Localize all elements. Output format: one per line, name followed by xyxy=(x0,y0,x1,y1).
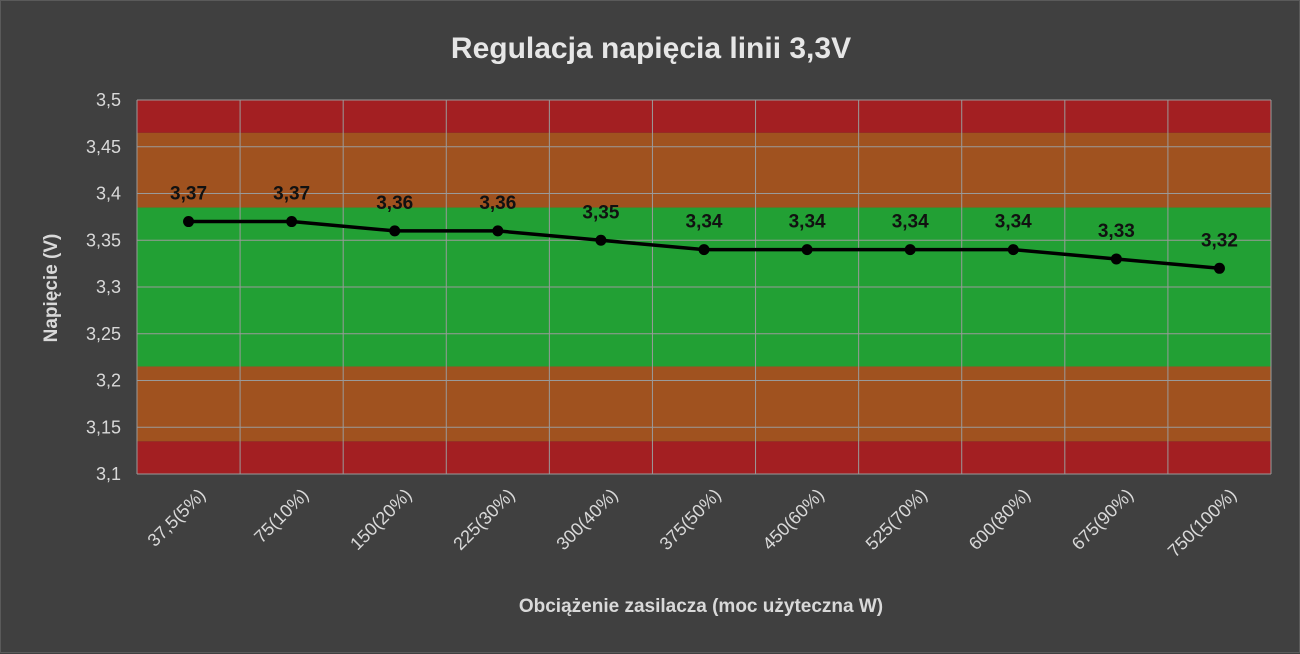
data-label: 3,34 xyxy=(686,212,723,233)
y-tick-label: 3,15 xyxy=(86,417,121,437)
data-label: 3,33 xyxy=(1098,221,1135,242)
x-tick-label: 450(60%) xyxy=(759,485,828,554)
data-point xyxy=(389,225,401,237)
data-point xyxy=(492,225,504,237)
y-axis-title: Napięcie (V) xyxy=(41,234,62,343)
data-point xyxy=(286,216,298,228)
band-3 xyxy=(137,132,1271,208)
y-tick-label: 3,35 xyxy=(86,230,121,250)
data-point xyxy=(183,216,195,228)
data-label: 3,37 xyxy=(273,184,310,205)
x-axis-ticks: 37,5(5%) 75(10%) 150(20%) 225(30%) 300(40%) 3… xyxy=(144,485,1241,561)
x-axis-title: Obciążenie zasilacza (moc użyteczna W) xyxy=(519,596,883,617)
y-tick-label: 3,5 xyxy=(96,90,121,110)
x-tick-label: 300(40%) xyxy=(552,485,621,554)
x-tick-label: 375(50%) xyxy=(655,485,724,554)
gridlines xyxy=(136,99,1272,475)
x-tick-label: 600(80%) xyxy=(965,485,1034,554)
x-tick-label: 37,5(5%) xyxy=(144,485,210,551)
data-label: 3,34 xyxy=(789,212,826,233)
data-label: 3,34 xyxy=(995,212,1032,233)
y-axis-ticks: 3,1 3,15 3,2 3,25 3,3 3,35 3,4 3,45 3,5 xyxy=(86,90,121,484)
x-tick-label: 750(100%) xyxy=(1164,485,1240,561)
data-label: 3,36 xyxy=(376,193,413,214)
data-label: 3,34 xyxy=(892,212,929,233)
data-label: 3,37 xyxy=(170,184,207,205)
data-label: 3,35 xyxy=(582,202,619,223)
y-tick-label: 3,3 xyxy=(96,277,121,297)
x-tick-label: 225(30%) xyxy=(449,485,518,554)
series-group xyxy=(183,216,1225,274)
data-point xyxy=(1213,262,1225,274)
x-tick-label: 525(70%) xyxy=(862,485,931,554)
y-tick-label: 3,4 xyxy=(96,184,121,204)
data-point xyxy=(595,234,607,246)
data-label: 3,36 xyxy=(479,193,516,214)
data-label: 3,32 xyxy=(1201,230,1238,251)
x-tick-label: 675(90%) xyxy=(1068,485,1137,554)
y-tick-label: 3,2 xyxy=(96,371,121,391)
data-point xyxy=(904,244,916,256)
data-point xyxy=(801,244,813,256)
data-point xyxy=(1110,253,1122,265)
x-tick-label: 150(20%) xyxy=(346,485,415,554)
y-tick-label: 3,1 xyxy=(96,464,121,484)
data-point xyxy=(1007,244,1019,256)
band-4 xyxy=(137,100,1271,133)
band-1 xyxy=(137,366,1271,442)
band-0 xyxy=(137,441,1271,474)
data-point xyxy=(698,244,710,256)
y-tick-label: 3,45 xyxy=(86,137,121,157)
chart-title: Regulacja napięcia linii 3,3V xyxy=(451,32,851,65)
data-labels: 3,37 3,37 3,36 3,36 3,35 3,34 3,34 3,34 3,34 3,33… xyxy=(170,184,1238,252)
x-tick-label: 75(10%) xyxy=(250,485,312,547)
y-tick-label: 3,25 xyxy=(86,324,121,344)
